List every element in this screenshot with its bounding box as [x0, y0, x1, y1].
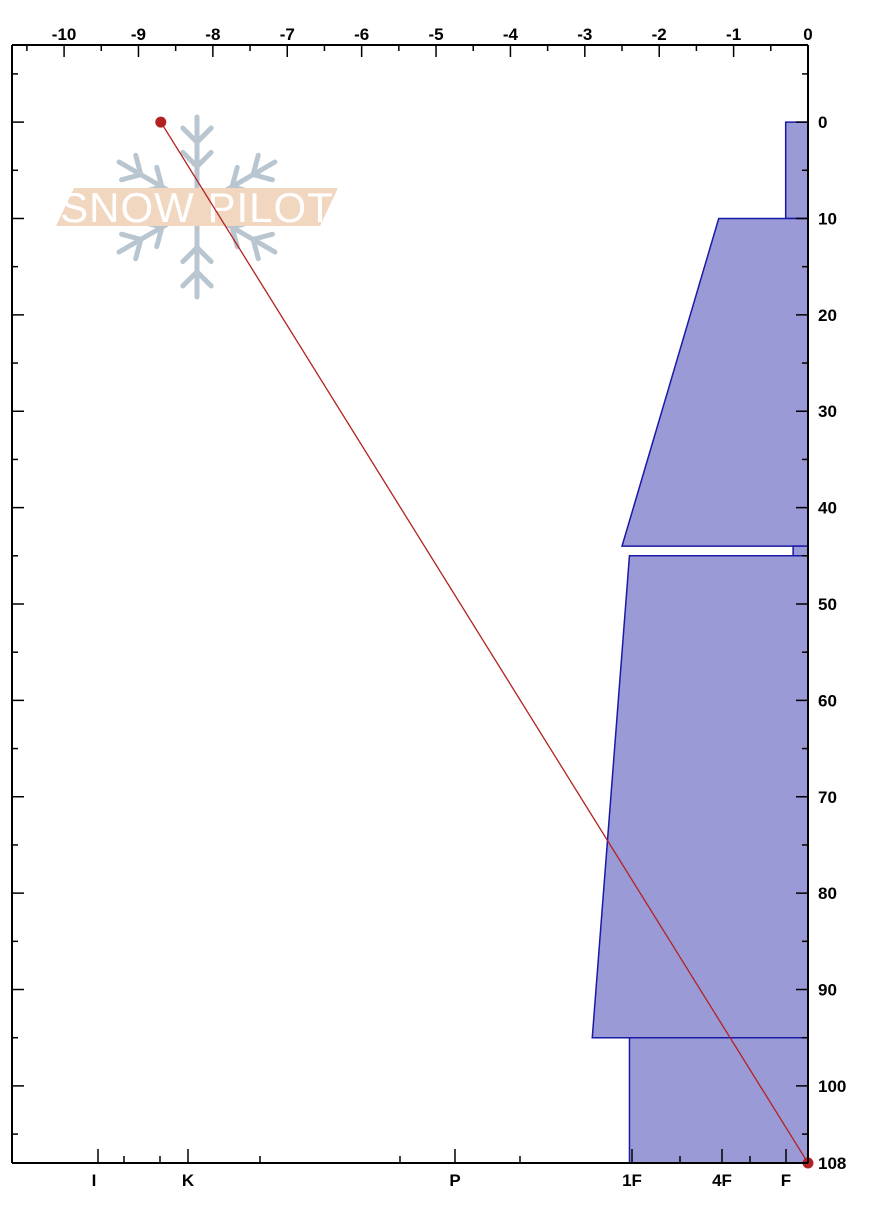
flake-branch [250, 231, 275, 242]
temp-tick-label: -7 [280, 25, 295, 44]
temp-tick-label: -4 [503, 25, 519, 44]
flake-branch [250, 172, 275, 183]
temperature-line [160, 121, 809, 1164]
depth-tick-label: 40 [818, 499, 837, 518]
flake-branch [194, 149, 214, 169]
flake-branch [119, 231, 144, 242]
temp-tick-label: -10 [52, 25, 77, 44]
temperature-point-1 [155, 116, 167, 128]
depth-axis-ticks: 0 10 20 30 40 50 60 70 80 90 100 108 [12, 73, 846, 1173]
temp-tick-label: -2 [652, 25, 667, 44]
flake-branch [180, 125, 200, 145]
layer-4 [591, 555, 809, 1039]
depth-tick-label: 108 [818, 1154, 846, 1173]
hardness-label: F [781, 1171, 791, 1190]
flake-branch [154, 224, 165, 250]
depth-tick-label: 80 [818, 884, 837, 903]
depth-tick-label: 70 [818, 788, 837, 807]
temp-tick-label: -1 [726, 25, 741, 44]
temp-tick-label: -5 [428, 25, 443, 44]
hardness-axis-ticks: I K P 1F 4F F [92, 1149, 791, 1190]
temperature-axis-ticks: -10 -9 -8 -7 -6 -5 -4 -3 -2 -1 0 [26, 25, 813, 57]
flake-branch [194, 245, 214, 265]
temp-tick-label: -6 [354, 25, 369, 44]
depth-tick-label: 10 [818, 209, 837, 228]
flake-branch [250, 152, 261, 178]
depth-tick-label: 60 [818, 691, 837, 710]
depth-tick-label: 30 [818, 402, 837, 421]
hardness-layers [591, 121, 809, 1164]
temp-tick-label: -9 [131, 25, 146, 44]
hardness-label: 1F [622, 1171, 642, 1190]
depth-tick-label: 20 [818, 306, 837, 325]
layer-2 [621, 217, 809, 547]
depth-tick-label: 100 [818, 1077, 846, 1096]
layer-3 [792, 545, 809, 557]
hardness-label: P [449, 1171, 460, 1190]
snowpilot-watermark: SNOW PILOT [56, 114, 338, 300]
depth-tick-label: 0 [818, 113, 827, 132]
hardness-label: I [92, 1171, 97, 1190]
flake-branch [229, 164, 240, 190]
hardness-label: 4F [712, 1171, 732, 1190]
hardness-label: K [182, 1171, 195, 1190]
depth-tick-label: 90 [818, 981, 837, 1000]
layer-5 [628, 1036, 809, 1164]
flake-branch [194, 269, 214, 289]
flake-branch [194, 125, 214, 145]
watermark-text: SNOW PILOT [60, 184, 334, 231]
temp-tick-label: 0 [803, 25, 812, 44]
flake-branch [180, 269, 200, 289]
temp-tick-label: -8 [205, 25, 220, 44]
flake-branch [133, 152, 144, 178]
watermark-band [56, 188, 338, 226]
flake-branch [154, 164, 165, 190]
temp-tick-label: -3 [577, 25, 592, 44]
flake-branch [119, 172, 144, 183]
depth-tick-label: 50 [818, 595, 837, 614]
flake-branch [180, 149, 200, 169]
flake-branch [180, 245, 200, 265]
flake-branch [133, 236, 144, 262]
flake-branch [250, 236, 261, 262]
